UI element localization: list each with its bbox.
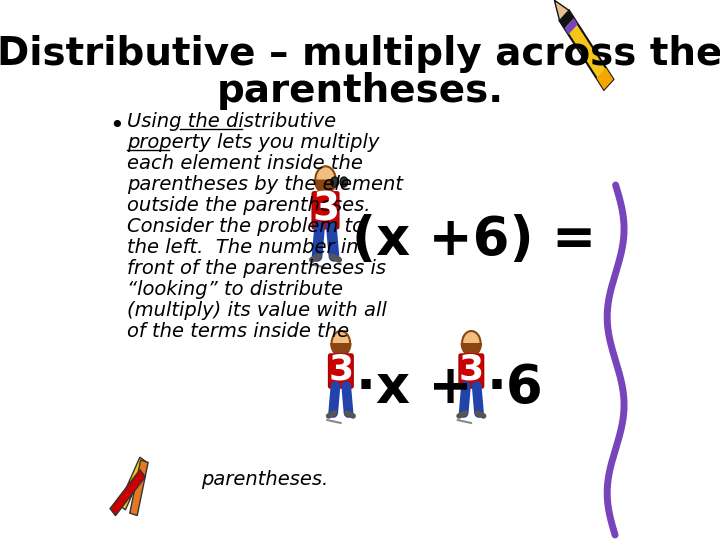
Wedge shape — [461, 343, 482, 357]
Text: ·x +: ·x + — [356, 362, 473, 414]
Text: (multiply) its value with all: (multiply) its value with all — [127, 301, 387, 320]
Text: property lets you multiply: property lets you multiply — [127, 133, 380, 152]
Text: •: • — [109, 114, 124, 138]
Text: 3: 3 — [328, 353, 354, 387]
FancyBboxPatch shape — [328, 354, 353, 388]
Text: (x +6) =: (x +6) = — [352, 214, 597, 266]
Wedge shape — [330, 343, 351, 357]
Text: 3: 3 — [312, 190, 339, 228]
Text: parentheses.: parentheses. — [217, 72, 503, 110]
Circle shape — [331, 177, 338, 187]
Text: parentheses.: parentheses. — [201, 470, 328, 489]
FancyBboxPatch shape — [130, 460, 148, 516]
Text: the left.  The number in: the left. The number in — [127, 238, 359, 257]
Text: 3: 3 — [459, 353, 484, 387]
FancyBboxPatch shape — [597, 68, 613, 90]
Text: front of the parentheses is: front of the parentheses is — [127, 259, 387, 278]
Text: of the terms inside the: of the terms inside the — [127, 322, 350, 341]
Circle shape — [462, 331, 480, 355]
Text: outside the parentheses.: outside the parentheses. — [127, 196, 371, 215]
FancyBboxPatch shape — [559, 10, 613, 90]
FancyBboxPatch shape — [110, 470, 145, 516]
Text: Consider the problem to: Consider the problem to — [127, 217, 364, 236]
Circle shape — [332, 331, 350, 355]
FancyBboxPatch shape — [564, 18, 578, 35]
Text: parentheses by the element: parentheses by the element — [127, 175, 403, 194]
FancyBboxPatch shape — [559, 10, 574, 28]
Text: Distributive – multiply across the: Distributive – multiply across the — [0, 35, 720, 73]
Wedge shape — [314, 179, 337, 195]
Polygon shape — [554, 0, 569, 21]
Text: each element inside the: each element inside the — [127, 154, 364, 173]
Text: Using the distributive: Using the distributive — [127, 112, 336, 131]
Text: “looking” to distribute: “looking” to distribute — [127, 280, 343, 299]
FancyBboxPatch shape — [312, 192, 339, 229]
Circle shape — [315, 166, 336, 193]
FancyBboxPatch shape — [459, 354, 484, 388]
Circle shape — [340, 177, 348, 187]
Text: ·6: ·6 — [487, 362, 544, 414]
FancyBboxPatch shape — [119, 457, 147, 510]
